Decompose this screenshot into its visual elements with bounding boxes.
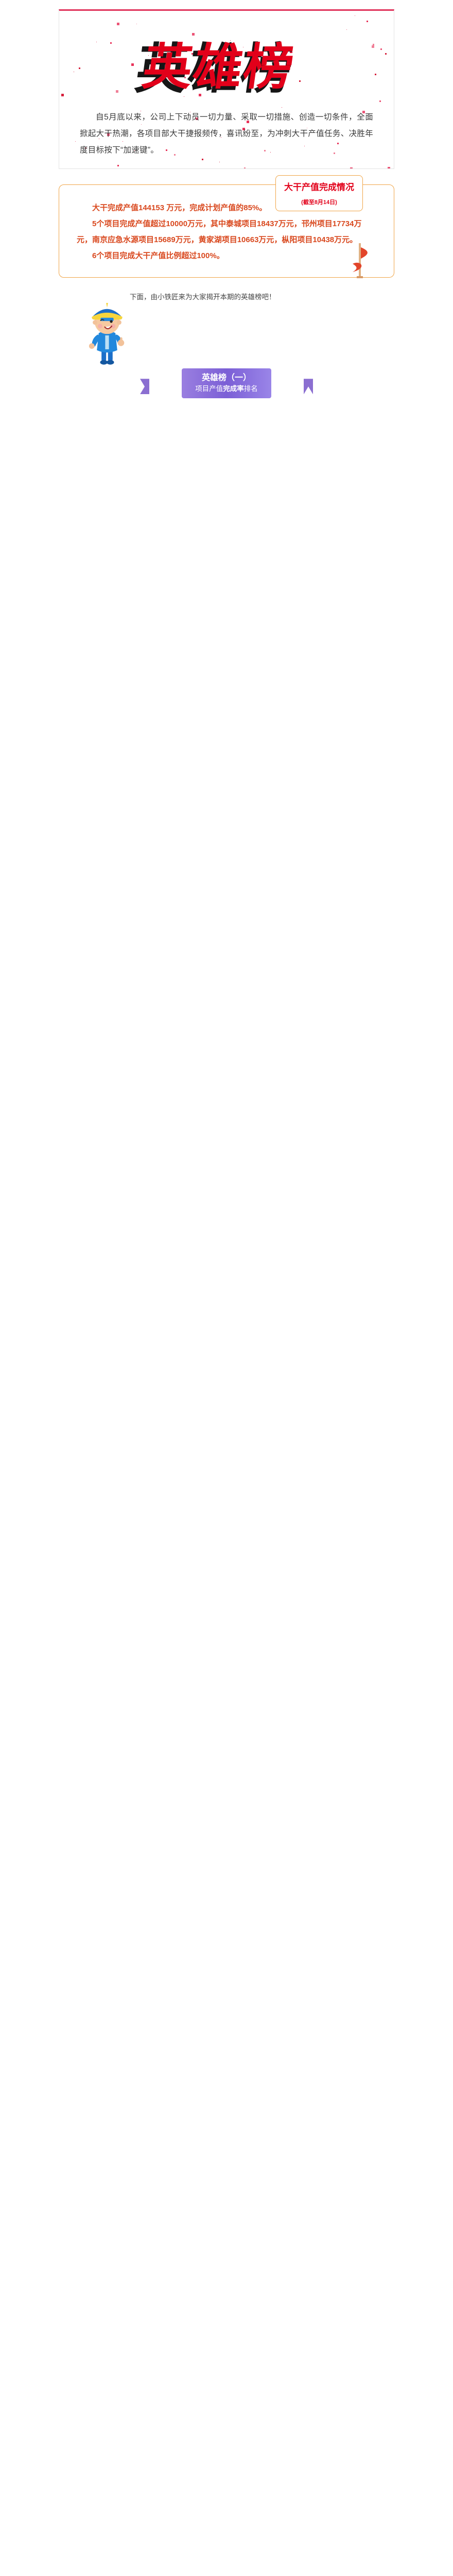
svg-text:英雄榜: 英雄榜 [140, 40, 298, 94]
